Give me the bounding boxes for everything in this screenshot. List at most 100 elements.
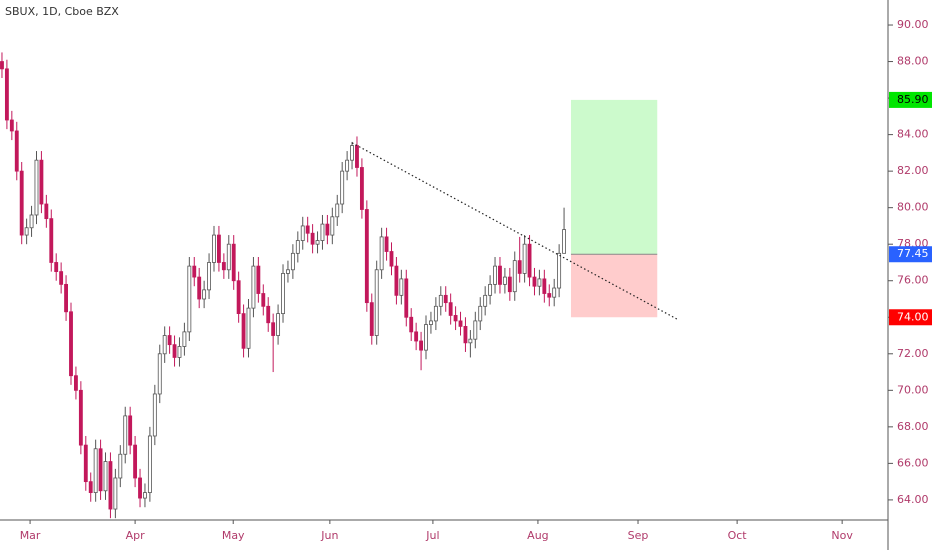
candle-body — [281, 273, 285, 315]
candle-body — [448, 302, 453, 316]
x-tick-label: Apr — [126, 529, 146, 542]
y-tick-label: 64.00 — [897, 493, 929, 506]
candle-body — [394, 265, 399, 296]
candle-body — [364, 209, 369, 304]
candle-body — [335, 203, 340, 218]
candle-body — [152, 393, 157, 437]
candle-body — [59, 271, 64, 285]
candle-body — [414, 331, 419, 342]
candle-body — [557, 252, 562, 289]
candle-body — [384, 236, 389, 252]
candle-body — [359, 167, 364, 210]
candle-body — [29, 214, 34, 229]
candle-body — [419, 340, 424, 351]
candle-body — [409, 316, 414, 333]
candle-body — [512, 260, 517, 293]
y-tick-label: 88.00 — [897, 55, 929, 68]
candle-body — [118, 453, 123, 479]
candle-body — [305, 225, 310, 234]
x-tick-label: Jun — [320, 529, 338, 542]
x-tick-label: May — [222, 529, 245, 542]
candle-body — [389, 251, 394, 267]
candle-body — [350, 145, 354, 161]
y-tick-label: 80.00 — [897, 201, 929, 214]
candle-body — [74, 375, 78, 391]
loss-zone — [570, 254, 658, 318]
candle-body — [502, 276, 507, 285]
candle-body — [552, 287, 557, 298]
candle-body — [433, 305, 438, 322]
candle-body — [522, 243, 527, 274]
candle-body — [562, 229, 566, 254]
candle-body — [369, 302, 374, 336]
candle-body — [216, 234, 221, 263]
candle-body — [542, 278, 547, 294]
candle-body — [98, 448, 103, 492]
candle-body — [14, 130, 19, 172]
entry-price-label: 77.45 — [897, 247, 929, 260]
candle-body — [443, 294, 448, 304]
y-tick-label: 82.00 — [897, 164, 929, 177]
y-tick-label: 76.00 — [897, 274, 929, 287]
candle-body — [483, 294, 488, 307]
candle-body — [295, 240, 300, 254]
candle-body — [438, 294, 443, 307]
candle-body — [54, 262, 59, 272]
candle-body — [537, 278, 542, 287]
candle-body — [429, 320, 433, 325]
candle-body — [212, 234, 216, 263]
candle-body — [207, 262, 211, 291]
candle-body — [547, 293, 552, 298]
candle-body — [355, 145, 359, 168]
x-tick-label: Aug — [527, 529, 548, 542]
candle-body — [0, 61, 4, 70]
candle-body — [34, 159, 39, 216]
candle-body — [463, 325, 468, 344]
candle-body — [177, 346, 182, 358]
x-tick-label: Oct — [728, 529, 748, 542]
candle-body — [49, 218, 54, 263]
candle-body — [290, 252, 295, 271]
chart-title: SBUX, 1D, Cboe BZX — [5, 5, 119, 18]
candle-body — [4, 68, 9, 121]
candle-body — [143, 492, 147, 499]
candle-body — [507, 276, 512, 293]
candle-body — [88, 481, 93, 494]
x-tick-label: Nov — [831, 529, 853, 542]
candle-body — [379, 236, 384, 271]
candle-body — [488, 283, 493, 296]
candle-body — [69, 311, 73, 377]
candle-body — [113, 477, 118, 510]
candle-body — [340, 170, 345, 205]
candle-body — [202, 289, 207, 300]
y-tick-label: 70.00 — [897, 383, 929, 396]
candle-body — [231, 243, 236, 282]
candle-body — [226, 243, 231, 271]
candle-body — [93, 448, 98, 494]
y-tick-label: 90.00 — [897, 18, 929, 31]
target-price-label: 85.90 — [897, 93, 929, 106]
candle-body — [187, 265, 192, 333]
candle-body — [266, 305, 271, 324]
candle-body — [330, 216, 335, 236]
candle-body — [517, 260, 522, 274]
candle-body — [478, 305, 483, 322]
candle-body — [498, 265, 502, 285]
y-tick-label: 84.00 — [897, 128, 929, 141]
candle-body — [138, 477, 142, 499]
candle-body — [458, 320, 463, 327]
profit-zone — [570, 99, 658, 255]
candle-body — [182, 331, 187, 347]
candle-body — [424, 324, 428, 351]
y-tick-label: 68.00 — [897, 420, 929, 433]
trendline — [351, 142, 678, 320]
candle-body — [404, 278, 409, 318]
candle-body — [246, 307, 251, 349]
candle-body — [453, 315, 458, 322]
candle-body — [236, 280, 241, 315]
candle-body — [39, 159, 44, 205]
candle-body — [103, 461, 108, 492]
candle-body — [192, 265, 197, 278]
